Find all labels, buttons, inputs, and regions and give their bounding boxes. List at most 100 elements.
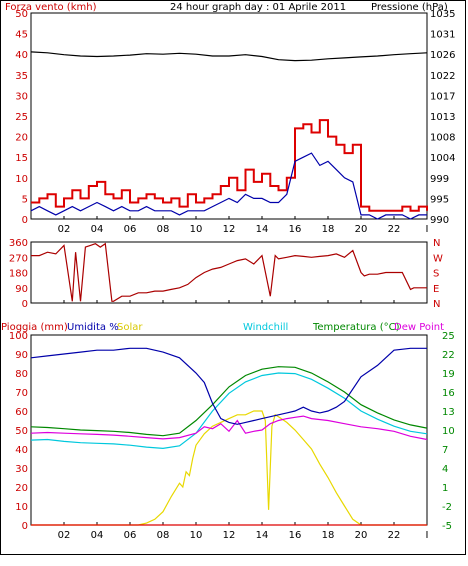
graph-frame [0,0,466,555]
x-tick-label: 02 [58,530,71,541]
temperature-y-tick-label: 22 [442,350,455,361]
x-tick-label: 14 [256,224,269,235]
wind-y-tick-label: 20 [15,133,28,144]
wind-average-line [30,152,427,220]
graph-title: 24 hour graph day : 01 Aprile 2011 [170,2,346,13]
direction-y-tick-label: 270 [9,253,28,264]
x-tick-label: 12 [223,530,236,541]
pressure-y-tick-label: 1031 [430,30,455,41]
x-tick-label: 10 [190,530,203,541]
temperature-y-tick-label: -2 [442,502,452,513]
compass-tick-label: N [433,299,440,310]
windchill-line [30,372,428,450]
direction-y-tick-label: 360 [9,238,28,249]
x-tick-label: 22 [388,224,401,235]
x-tick-label: 18 [322,224,335,235]
x-tick-label: 22 [388,530,401,541]
rain-y-tick-label: 40 [15,445,28,456]
x-tick-label: 02 [58,224,71,235]
wind-pressure-plot-area [30,12,428,220]
pressure-line [30,51,428,62]
x-tick-label: 20 [355,224,368,235]
temperature-y-tick-label: 16 [442,388,455,399]
x-tick-label: 08 [157,530,170,541]
plot-layer: 0510152025303540455099099599910041008101… [9,9,456,541]
rain-y-tick-label: 60 [15,407,28,418]
wind-y-tick-label: 25 [15,112,28,123]
x-tick-label: 10 [190,224,203,235]
rain-y-tick-label: 30 [15,464,28,475]
x-tick-label: 16 [289,224,302,235]
wind-y-tick-label: 15 [15,153,28,164]
x-tick-label: 12 [223,224,236,235]
wind-y-tick-label: 35 [15,71,28,82]
rain-y-tick-label: 10 [15,502,28,513]
x-tick-label: 18 [322,530,335,541]
x-tick-label: 16 [289,530,302,541]
pressure-y-tick-label: 995 [430,194,449,205]
pressure-axis-title: Pressione (hPa) [371,2,448,13]
compass-tick-label: S [433,269,439,280]
legend-windchill: Windchill [243,322,288,333]
temperature-y-tick-label: 10 [442,426,455,437]
rain-y-tick-label: 80 [15,369,28,380]
direction-y-tick-label: 90 [15,284,28,295]
x-tick-label: 06 [124,224,137,235]
compass-tick-label: E [433,284,439,295]
legend-solar: Solar [117,322,143,333]
compass-tick-label: N [433,238,440,249]
temperature-y-tick-label: 19 [442,369,455,380]
x-tick-label: 06 [124,530,137,541]
x-tick-label: 14 [256,530,269,541]
pressure-y-tick-label: 1008 [430,133,455,144]
legend-rain: Pioggia (mm) [1,322,68,333]
temperature-y-tick-label: 4 [442,464,448,475]
compass-tick-label: W [433,253,443,264]
direction-y-tick-label: 0 [22,299,28,310]
wind-y-tick-label: 30 [15,91,28,102]
pressure-y-tick-label: 1026 [430,50,455,61]
legend-humidity: Umidita % [67,322,119,333]
x-tick-label: 20 [355,530,368,541]
temperature-line [30,366,428,437]
pressure-y-tick-label: 1022 [430,71,455,82]
wind-y-tick-label: 5 [22,194,28,205]
pressure-y-tick-label: 999 [430,174,449,185]
wind-y-tick-label: 50 [15,9,28,20]
temperature-y-tick-label: 7 [442,445,448,456]
temperature-y-tick-label: 1 [442,483,448,494]
wind-direction-plot-area [30,241,428,304]
wind-y-tick-label: 45 [15,30,28,41]
wind-direction-line [31,242,427,302]
x-tick-label: I [426,224,429,235]
x-tick-label: I [426,530,429,541]
temperature-y-tick-label: -5 [442,521,452,532]
temperature-y-tick-label: 25 [442,331,455,342]
pressure-y-tick-label: 1035 [430,9,455,20]
legend-dew-point: Dew Point [394,322,444,333]
rain-y-tick-label: 20 [15,483,28,494]
rain-y-tick-label: 70 [15,388,28,399]
x-tick-label: 04 [91,224,104,235]
wind-speed-axis-title: Forza vento (kmh) [5,2,97,13]
x-tick-label: 04 [91,530,104,541]
humidity-line [30,347,427,425]
rain-y-tick-label: 50 [15,426,28,437]
wind-gust-line [31,119,428,212]
rain-y-tick-label: 90 [15,350,28,361]
rain-y-tick-label: 0 [22,521,28,532]
solar-line [31,410,427,526]
rain-y-tick-label: 100 [9,331,28,342]
pressure-y-tick-label: 990 [430,215,449,226]
x-tick-label: 08 [157,224,170,235]
wind-y-tick-label: 40 [15,50,28,61]
direction-y-tick-label: 180 [9,269,28,280]
pressure-y-tick-label: 1013 [430,112,455,123]
pressure-y-tick-label: 1004 [430,153,455,164]
temperature-y-tick-label: 13 [442,407,455,418]
wind-y-tick-label: 0 [22,215,28,226]
legend-temperature: Temperatura (°C) [312,322,400,333]
pressure-y-tick-label: 1017 [430,91,455,102]
dew-point-line [30,415,428,441]
